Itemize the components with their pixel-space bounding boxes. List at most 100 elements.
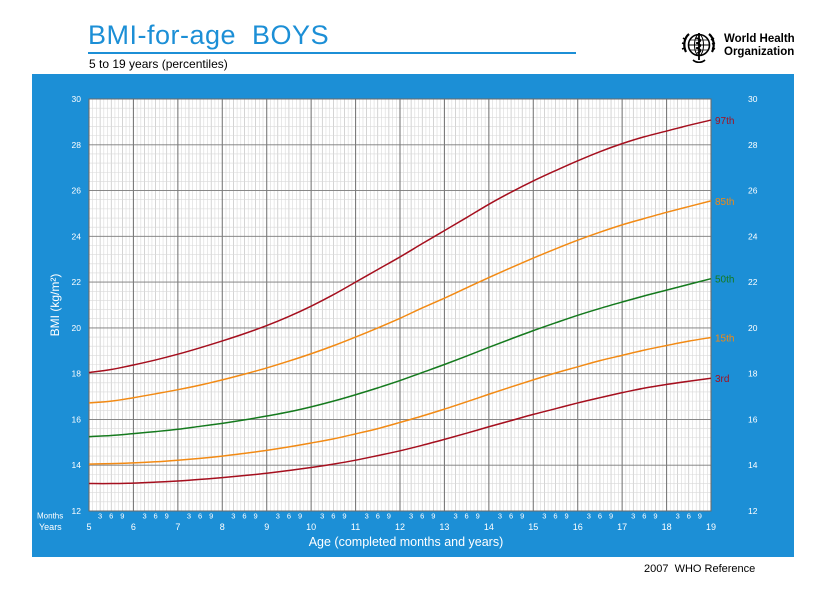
month-tick-label: 6	[376, 512, 380, 521]
year-tick-label: 7	[175, 522, 180, 532]
y-tick-label: 18	[748, 369, 758, 379]
month-tick-label: 6	[420, 512, 424, 521]
year-tick-label: 11	[351, 522, 360, 532]
year-tick-label: 15	[528, 522, 538, 532]
y-tick-label: 26	[748, 186, 758, 196]
month-tick-label: 3	[276, 512, 280, 521]
month-tick-label: 3	[187, 512, 191, 521]
years-row-label: Years	[39, 522, 62, 532]
month-tick-label: 6	[154, 512, 158, 521]
who-name-line2: Organization	[724, 46, 795, 58]
year-tick-label: 10	[306, 522, 316, 532]
who-logo: World Health Organization	[680, 30, 820, 64]
month-tick-label: 9	[298, 512, 302, 521]
month-tick-label: 6	[687, 512, 691, 521]
who-emblem-icon	[681, 33, 716, 64]
month-tick-label: 6	[109, 512, 113, 521]
month-tick-label: 9	[698, 512, 702, 521]
percentile-curves	[88, 119, 712, 485]
percentile-curve-15th	[88, 336, 712, 465]
month-tick-label: 9	[165, 512, 169, 521]
month-tick-label: 6	[287, 512, 291, 521]
month-tick-label: 9	[653, 512, 657, 521]
y-tick-label: 12	[72, 506, 82, 516]
page-subtitle: 5 to 19 years (percentiles)	[89, 57, 228, 71]
percentile-curve-3rd	[88, 377, 712, 485]
month-tick-label: 3	[587, 512, 591, 521]
y-tick-label: 24	[748, 231, 758, 241]
year-tick-label: 8	[220, 522, 225, 532]
month-tick-label: 6	[242, 512, 246, 521]
chart-panel: 97th 85th 50th 15th 3rd 12 14 16 18 20 22 24 26 28 30…	[32, 74, 794, 557]
month-tick-label: 9	[431, 512, 435, 521]
month-tick-label: 9	[254, 512, 258, 521]
year-tick-label: 9	[264, 522, 269, 532]
y-tick-labels-right: 12 14 16 18 20 22 24 26 28 30	[748, 94, 758, 516]
month-tick-label: 3	[142, 512, 146, 521]
month-tick-label: 3	[453, 512, 457, 521]
percentile-curve-85th	[88, 200, 712, 404]
month-tick-label: 3	[320, 512, 324, 521]
x-axis-label: Age (completed months and years)	[309, 535, 504, 549]
y-tick-label: 20	[72, 323, 82, 333]
month-tick-label: 3	[98, 512, 102, 521]
y-axis-label: BMI (kg/m²)	[48, 274, 62, 337]
months-row-label: Months	[37, 512, 63, 521]
percentile-label-97th: 97th	[715, 116, 734, 127]
percentile-label-15th: 15th	[715, 334, 734, 345]
percentile-curve-50th	[88, 277, 712, 438]
month-tick-label: 9	[209, 512, 213, 521]
year-tick-label: 5	[86, 522, 91, 532]
year-tick-label: 6	[131, 522, 136, 532]
y-tick-label: 16	[748, 414, 758, 424]
month-tick-label: 3	[676, 512, 680, 521]
month-tick-label: 6	[198, 512, 202, 521]
month-tick-label: 3	[631, 512, 635, 521]
percentile-label-50th: 50th	[715, 275, 734, 286]
year-tick-label: 13	[439, 522, 449, 532]
percentile-labels: 97th 85th 50th 15th 3rd	[715, 116, 734, 385]
month-tick-label: 3	[409, 512, 413, 521]
y-tick-label: 26	[72, 186, 82, 196]
year-tick-label: 16	[573, 522, 583, 532]
page-title: BMI-for-age BOYS	[88, 20, 330, 50]
major-grid	[88, 98, 712, 512]
plot-border	[88, 98, 712, 512]
month-tick-label: 3	[498, 512, 502, 521]
month-tick-label: 9	[387, 512, 391, 521]
month-tick-label: 3	[365, 512, 369, 521]
month-tick-label: 6	[553, 512, 557, 521]
y-tick-label: 14	[72, 460, 82, 470]
month-tick-label: 9	[520, 512, 524, 521]
y-tick-label: 16	[72, 414, 82, 424]
y-tick-label: 14	[748, 460, 758, 470]
year-tick-label: 18	[662, 522, 672, 532]
y-tick-label: 30	[72, 94, 82, 104]
year-tick-label: 17	[617, 522, 627, 532]
month-tick-label: 9	[609, 512, 613, 521]
y-tick-label: 28	[72, 140, 82, 150]
y-tick-labels-left: 12 14 16 18 20 22 24 26 28 30	[72, 94, 82, 516]
y-tick-label: 24	[72, 231, 82, 241]
bmi-chart: 97th 85th 50th 15th 3rd 12 14 16 18 20 22 24 26 28 30…	[37, 94, 758, 549]
percentile-label-3rd: 3rd	[715, 374, 729, 385]
y-tick-label: 18	[72, 369, 82, 379]
y-tick-label: 28	[748, 140, 758, 150]
y-tick-label: 30	[748, 94, 758, 104]
month-tick-label: 6	[331, 512, 335, 521]
y-tick-label: 12	[748, 506, 758, 516]
who-name-line1: World Health	[724, 33, 795, 45]
year-tick-label: 14	[484, 522, 494, 532]
title-rule	[88, 52, 576, 54]
year-tick-label: 19	[706, 522, 716, 532]
month-tick-label: 6	[598, 512, 602, 521]
year-tick-label: 12	[395, 522, 405, 532]
percentile-label-85th: 85th	[715, 197, 734, 208]
y-tick-label: 22	[72, 277, 82, 287]
reference-note: 2007 WHO Reference	[644, 563, 756, 575]
month-tick-label: 9	[476, 512, 480, 521]
month-tick-label: 6	[642, 512, 646, 521]
y-tick-label: 20	[748, 323, 758, 333]
month-tick-label: 6	[509, 512, 513, 521]
